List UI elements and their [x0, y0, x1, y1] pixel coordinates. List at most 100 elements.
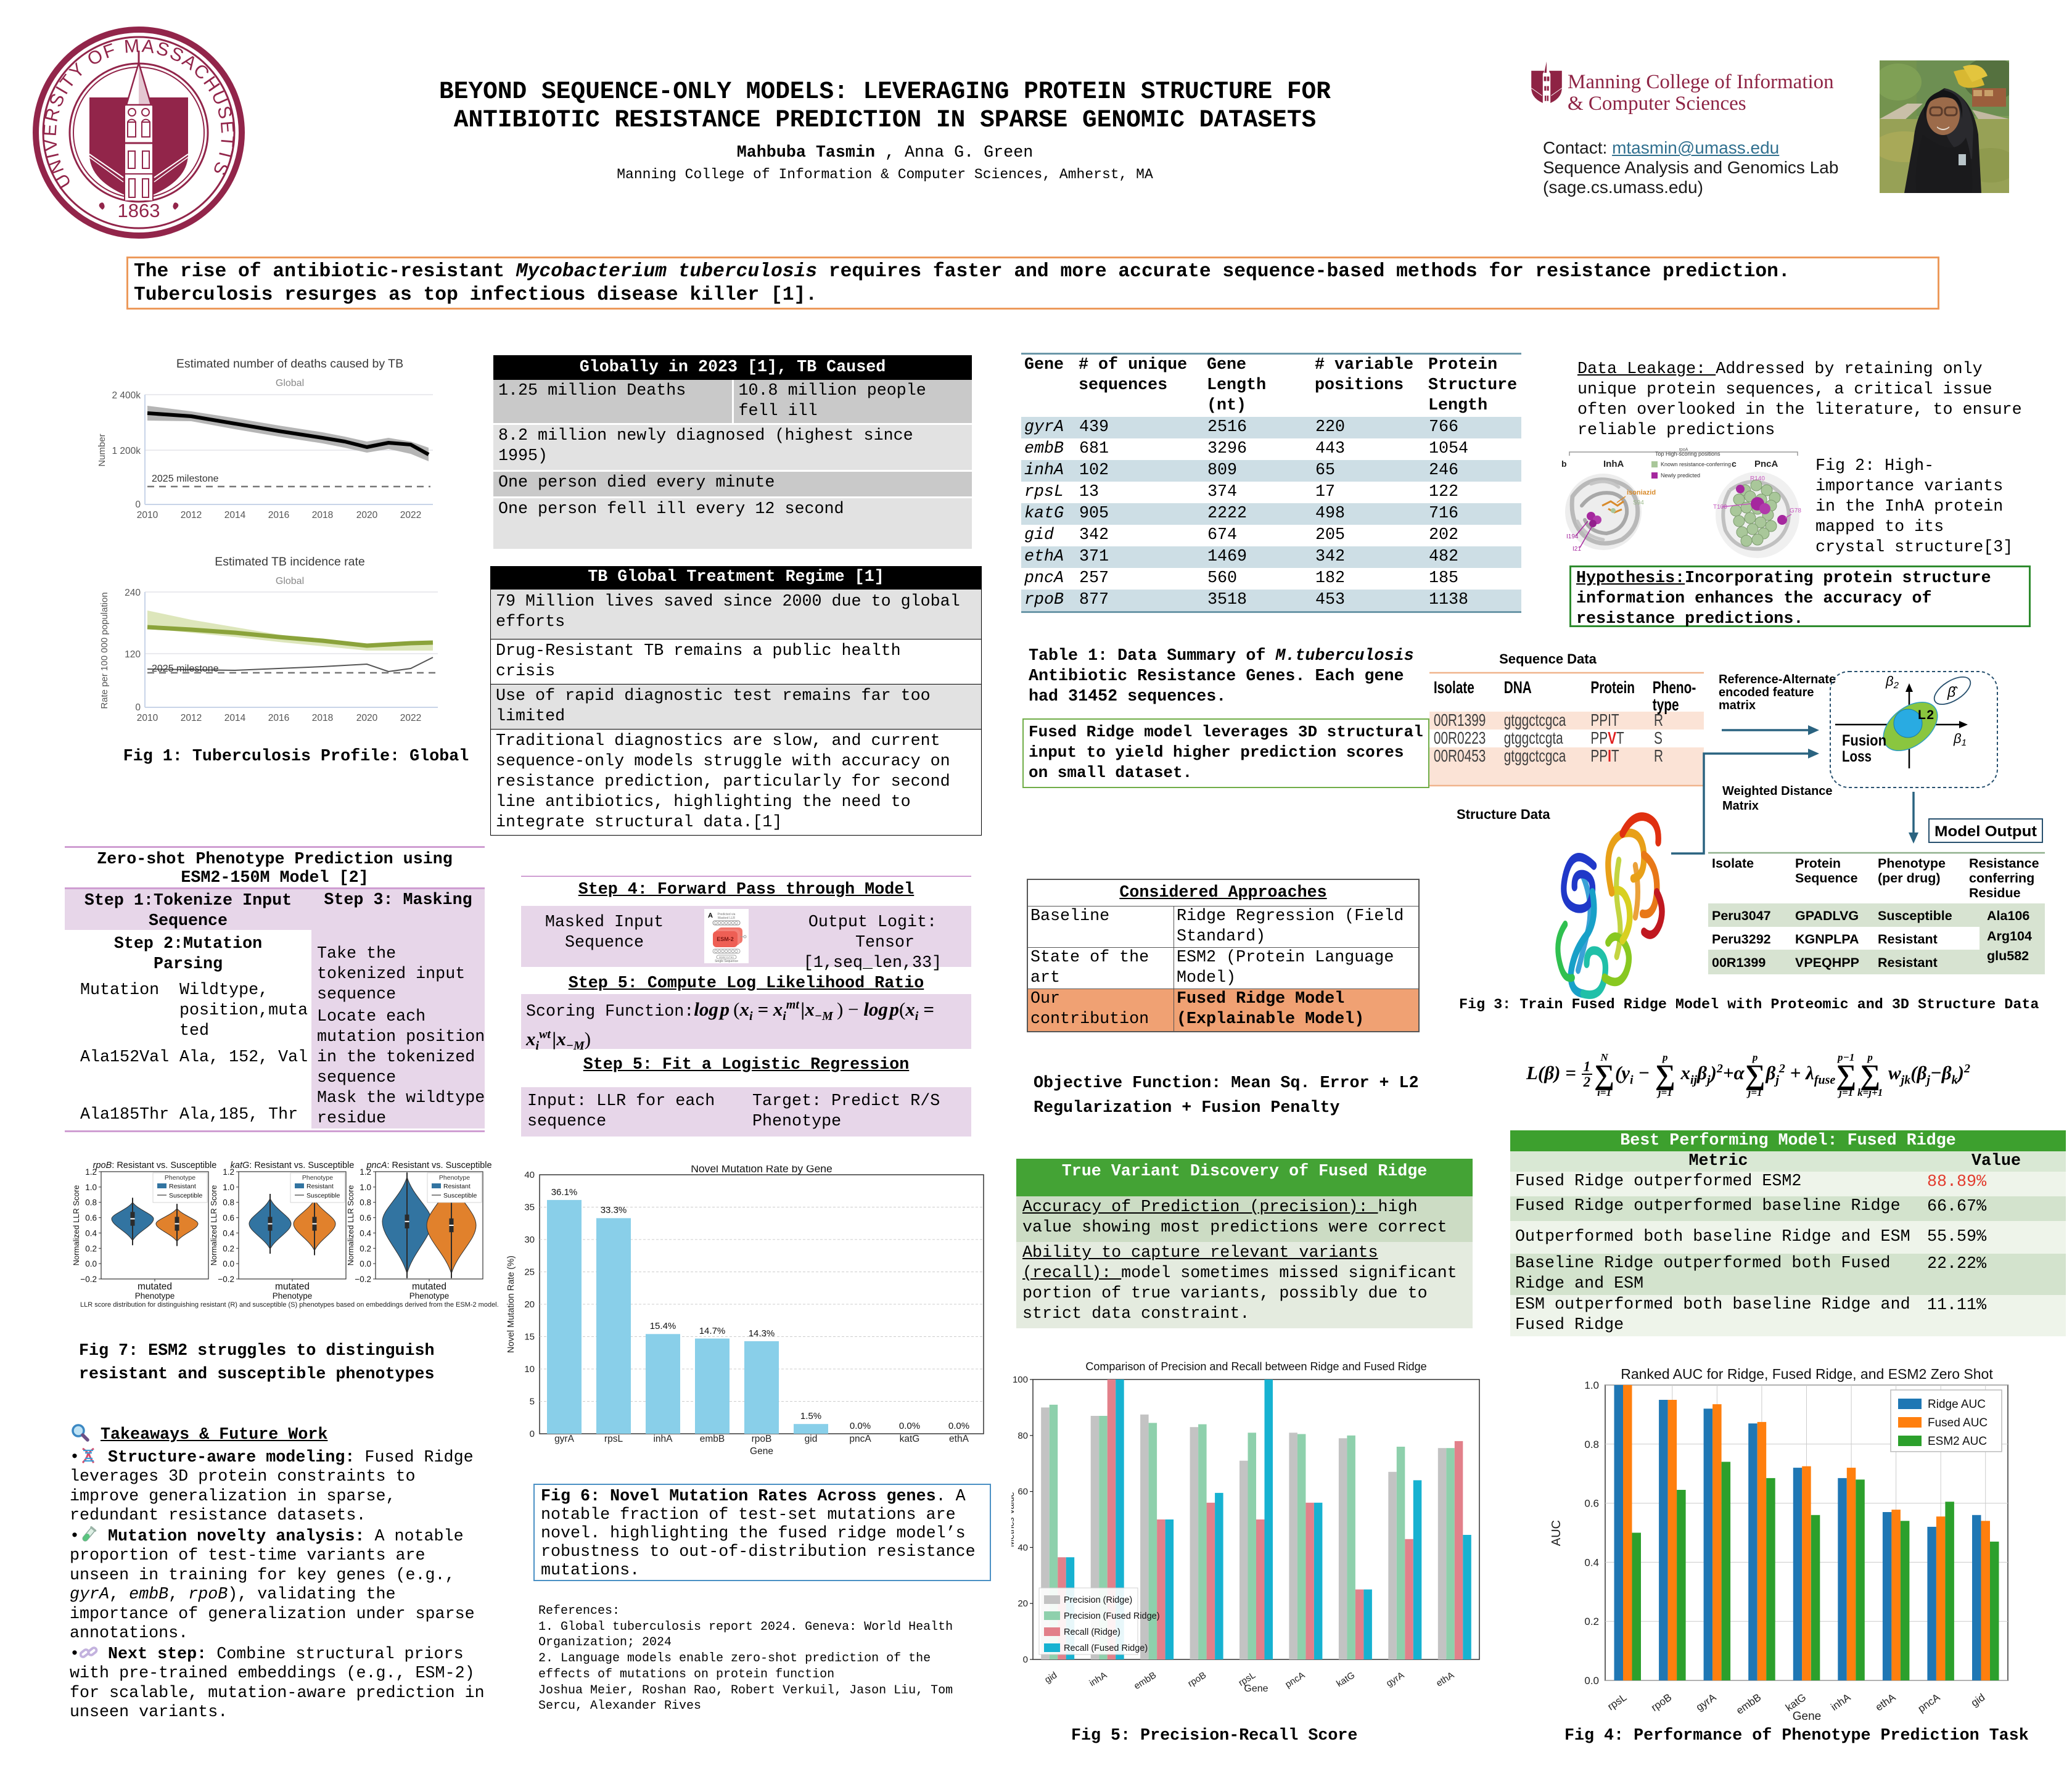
svg-text:2012: 2012	[181, 510, 202, 520]
svg-text:00R0453: 00R0453	[1434, 747, 1486, 766]
svg-text:b: b	[1561, 459, 1567, 469]
svg-text:DNA: DNA	[1504, 678, 1532, 697]
svg-text:pncA: pncA	[849, 1434, 871, 1444]
svg-text:60: 60	[1018, 1487, 1028, 1497]
svg-text:Metrics Value: Metrics Value	[1011, 1492, 1016, 1547]
svg-text:0.6: 0.6	[85, 1214, 97, 1223]
svg-text:0.0: 0.0	[85, 1259, 97, 1268]
svg-text:VPEQHPP: VPEQHPP	[1795, 955, 1859, 970]
svg-text:ESM2 AUC: ESM2 AUC	[1928, 1435, 1987, 1448]
svg-text:Isolate: Isolate	[1712, 856, 1754, 871]
svg-text:gtggctcgca: gtggctcgca	[1504, 747, 1566, 766]
svg-text:Normalized LLR Score: Normalized LLR Score	[72, 1185, 81, 1266]
svg-text:Peru3292: Peru3292	[1712, 932, 1771, 947]
svg-text:15.4%: 15.4%	[650, 1321, 676, 1331]
svg-text:Masked LLR: Masked LLR	[718, 916, 735, 920]
svg-text:katG: katG	[900, 1434, 920, 1444]
svg-text:2022: 2022	[400, 510, 421, 520]
svg-text:2020: 2020	[356, 510, 378, 520]
svg-text:Gene: Gene	[1793, 1710, 1821, 1723]
svg-text:0: 0	[530, 1429, 535, 1439]
svg-text:Susceptible: Susceptible	[1878, 908, 1952, 923]
svg-text:embB: embB	[1132, 1670, 1158, 1692]
svg-text:2016: 2016	[268, 510, 289, 520]
svg-text:20: 20	[1018, 1598, 1028, 1609]
svg-text:0.4: 0.4	[223, 1228, 234, 1238]
svg-text:Global: Global	[276, 378, 304, 388]
svg-text:β̂: β̂	[1947, 684, 1958, 700]
svg-text:katG: katG	[1334, 1670, 1357, 1689]
svg-text:rpoB: rpoB	[752, 1434, 772, 1444]
svg-text:Normalized LLR Score: Normalized LLR Score	[209, 1185, 218, 1266]
svg-text:rpoB: rpoB	[1186, 1670, 1208, 1689]
svg-text:1.5%: 1.5%	[800, 1411, 821, 1421]
svg-text:Arg104: Arg104	[1987, 929, 2032, 944]
svg-text:0: 0	[135, 702, 141, 713]
svg-text:Sequence: Sequence	[1795, 871, 1858, 886]
svg-text:0.2: 0.2	[360, 1244, 371, 1253]
svg-text:14.3%: 14.3%	[749, 1328, 775, 1339]
svg-text:β2: β2	[1885, 673, 1899, 691]
svg-text:0.6: 0.6	[223, 1214, 234, 1223]
svg-text:5: 5	[530, 1397, 535, 1407]
svg-text:MGMLYLVTHG: MGMLYLVTHG	[719, 956, 734, 959]
svg-text:Ranked AUC for Ridge, Fused Ri: Ranked AUC for Ridge, Fused Ridge, and E…	[1621, 1366, 1993, 1382]
svg-text:Recall (Ridge): Recall (Ridge)	[1064, 1627, 1120, 1637]
svg-text:inhA: inhA	[1088, 1670, 1109, 1688]
svg-text:Resistant: Resistant	[1878, 955, 1938, 970]
svg-text:Number: Number	[97, 434, 107, 466]
svg-text:20: 20	[524, 1299, 535, 1310]
svg-text:Protein: Protein	[1590, 678, 1635, 697]
svg-text:isoniazid: isoniazid	[1627, 489, 1656, 496]
svg-text:Phenotype: Phenotype	[273, 1291, 313, 1301]
svg-text:rpsL: rpsL	[1605, 1692, 1629, 1713]
svg-text:gid: gid	[1043, 1670, 1059, 1685]
svg-text:Novel Mutation Rate (%): Novel Mutation Rate (%)	[506, 1256, 516, 1353]
svg-text:Phenotype: Phenotype	[302, 1174, 333, 1182]
svg-text:14.7%: 14.7%	[699, 1326, 726, 1336]
svg-text:Gene: Gene	[1244, 1684, 1268, 1693]
svg-text:Precision (Fused Ridge): Precision (Fused Ridge)	[1064, 1611, 1160, 1621]
svg-text:R: R	[1654, 711, 1663, 730]
svg-text:Phenotype: Phenotype	[165, 1174, 195, 1182]
svg-text:2012: 2012	[181, 713, 202, 723]
svg-text:0.6: 0.6	[1584, 1498, 1599, 1510]
svg-text:R140: R140	[1750, 475, 1765, 482]
svg-text:1863: 1863	[118, 200, 160, 221]
svg-text:240: 240	[125, 588, 141, 598]
svg-text:Predicted via: Predicted via	[718, 913, 736, 916]
svg-text:Global: Global	[276, 576, 304, 586]
svg-text:gyrA: gyrA	[1694, 1691, 1719, 1713]
svg-text:Pheno-: Pheno-	[1653, 678, 1696, 697]
svg-text:Estimated number of deaths cau: Estimated number of deaths caused by TB	[176, 357, 403, 371]
svg-text:GPADLVG: GPADLVG	[1795, 908, 1859, 923]
svg-text:40: 40	[1018, 1542, 1028, 1553]
svg-text:mutated: mutated	[138, 1281, 172, 1292]
svg-text:2014: 2014	[224, 510, 246, 520]
svg-text:Ridge AUC: Ridge AUC	[1928, 1398, 1986, 1411]
svg-text:Phenotype: Phenotype	[1878, 856, 1946, 871]
svg-text:2025 milestone: 2025 milestone	[152, 664, 219, 674]
svg-text:Weighted Distance: Weighted Distance	[1722, 784, 1833, 798]
svg-text:2 400k: 2 400k	[112, 390, 141, 401]
svg-text:00R1399: 00R1399	[1434, 711, 1486, 730]
svg-text:2010: 2010	[137, 510, 158, 520]
svg-text:ethA: ethA	[1873, 1691, 1898, 1713]
svg-text:G78: G78	[1790, 508, 1801, 514]
svg-text:mutated: mutated	[275, 1281, 310, 1292]
svg-text:c: c	[1732, 459, 1737, 469]
svg-text:PPIT: PPIT	[1590, 711, 1619, 730]
svg-text:AUC: AUC	[1550, 1520, 1563, 1546]
svg-text:0.0%: 0.0%	[850, 1421, 871, 1431]
svg-text:rpoB: rpoB	[1649, 1692, 1674, 1714]
svg-text:Rate per 100 000 population: Rate per 100 000 population	[99, 592, 110, 709]
svg-text:gtggctcgta: gtggctcgta	[1504, 729, 1563, 748]
svg-text:80: 80	[1018, 1431, 1028, 1441]
svg-text:Protein: Protein	[1795, 856, 1841, 871]
svg-text:1.0: 1.0	[223, 1183, 234, 1192]
svg-text:Susceptible: Susceptible	[443, 1192, 477, 1199]
svg-text:inhA: inhA	[653, 1434, 673, 1444]
svg-text:0.8: 0.8	[1584, 1439, 1599, 1450]
svg-text:0.4: 0.4	[1584, 1556, 1599, 1568]
svg-text:Susceptible: Susceptible	[306, 1192, 340, 1199]
